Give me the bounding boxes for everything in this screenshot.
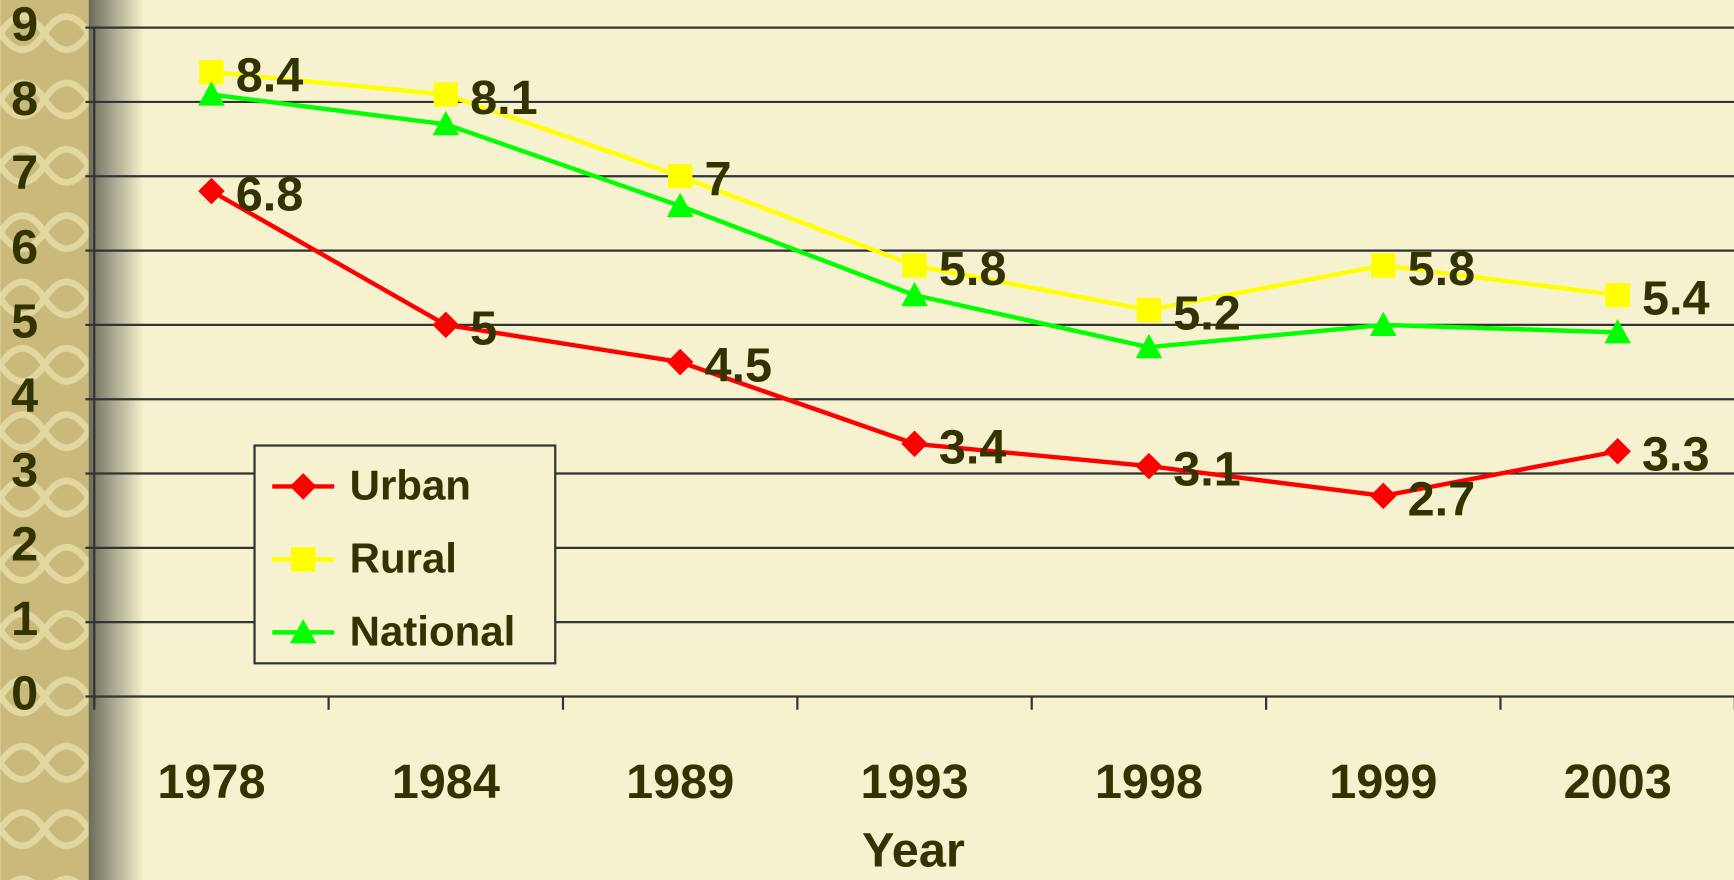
marker — [1371, 253, 1396, 278]
y-tick-label: 0 — [11, 666, 38, 720]
marker — [433, 82, 458, 107]
marker — [198, 81, 225, 106]
x-tick-label: 1984 — [392, 755, 500, 809]
x-tick-label: 1999 — [1329, 755, 1437, 809]
marker — [1605, 283, 1630, 308]
legend-label: National — [350, 608, 516, 655]
marker — [1604, 319, 1631, 344]
data-label: 5 — [470, 301, 497, 355]
legend: Urban Rural National — [253, 444, 557, 665]
y-tick-label: 4 — [11, 369, 38, 423]
data-label: 8.1 — [470, 71, 538, 125]
y-tick-label: 6 — [11, 220, 38, 274]
y-tick-label: 9 — [11, 0, 38, 51]
data-label: 5.2 — [1173, 287, 1241, 341]
y-tick-label: 1 — [11, 592, 38, 646]
marker — [666, 348, 694, 376]
y-tick-label: 3 — [11, 443, 38, 497]
marker — [289, 473, 317, 500]
marker — [198, 177, 225, 205]
data-label: 3.3 — [1642, 428, 1710, 482]
data-label: 3.1 — [1173, 443, 1241, 497]
x-tick-label: 1978 — [157, 755, 265, 809]
marker — [199, 60, 224, 85]
data-label: 7 — [704, 153, 731, 207]
marker — [1370, 482, 1397, 510]
data-label: 5.8 — [939, 242, 1007, 296]
border-decoration — [0, 0, 89, 880]
border-shadow — [88, 0, 144, 880]
data-label: 6.8 — [236, 168, 304, 222]
legend-label: Urban — [350, 462, 471, 509]
plot-area: 0 1 2 3 4 5 6 7 8 9 1978 1984 1989 1993 1998 1999 2003 6.… — [11, 0, 1734, 809]
data-label: 4.5 — [704, 339, 772, 393]
x-tick-label: 1993 — [860, 755, 968, 809]
x-tick-label: 1989 — [626, 755, 734, 809]
data-label: 5.4 — [1642, 272, 1710, 326]
marker — [1136, 297, 1162, 323]
y-tick-label: 5 — [11, 295, 38, 349]
marker — [1135, 333, 1163, 359]
y-tick-label: 8 — [11, 72, 38, 126]
x-axis-title: Year — [862, 823, 965, 877]
y-tick-label: 2 — [11, 518, 38, 572]
marker — [901, 281, 928, 307]
marker — [668, 164, 693, 189]
marker — [902, 253, 927, 278]
data-label: 2.7 — [1408, 472, 1476, 526]
marker — [666, 192, 694, 218]
data-label: 5.8 — [1408, 242, 1476, 296]
legend-label: Rural — [350, 535, 457, 582]
marker — [432, 311, 460, 339]
marker — [901, 430, 928, 458]
x-tick-label: 1998 — [1095, 755, 1203, 809]
marker — [1135, 452, 1163, 480]
x-tick-label: 2003 — [1564, 755, 1672, 809]
data-label: 3.4 — [939, 420, 1007, 474]
marker — [1370, 311, 1397, 336]
marker — [291, 547, 316, 572]
marker — [289, 619, 317, 644]
data-label: 8.4 — [236, 49, 304, 103]
y-tick-label: 7 — [11, 146, 38, 200]
marker — [432, 110, 460, 136]
marker — [1604, 437, 1631, 465]
